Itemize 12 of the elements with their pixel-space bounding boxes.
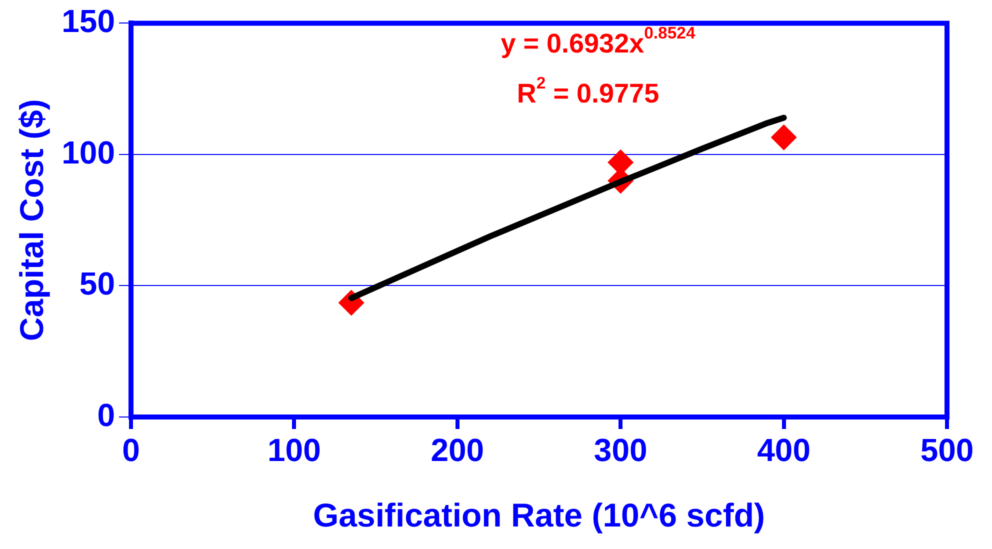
x-tick-label: 300: [594, 432, 648, 468]
y-tick-label: 150: [62, 3, 115, 40]
x-tick-label: 200: [430, 432, 484, 468]
x-tick-label: 400: [757, 432, 810, 468]
x-tick-label: 0: [122, 432, 140, 468]
y-tick-label: 0: [97, 396, 115, 433]
x-tick-label: 100: [267, 432, 321, 468]
y-tick-label: 100: [62, 134, 115, 170]
y-tick-label: 50: [79, 266, 115, 302]
x-axis-title: Gasification Rate (10^6 scfd): [312, 496, 766, 534]
y-axis-title: Capital Cost ($): [12, 99, 50, 342]
x-tick-label: 500: [920, 432, 974, 468]
